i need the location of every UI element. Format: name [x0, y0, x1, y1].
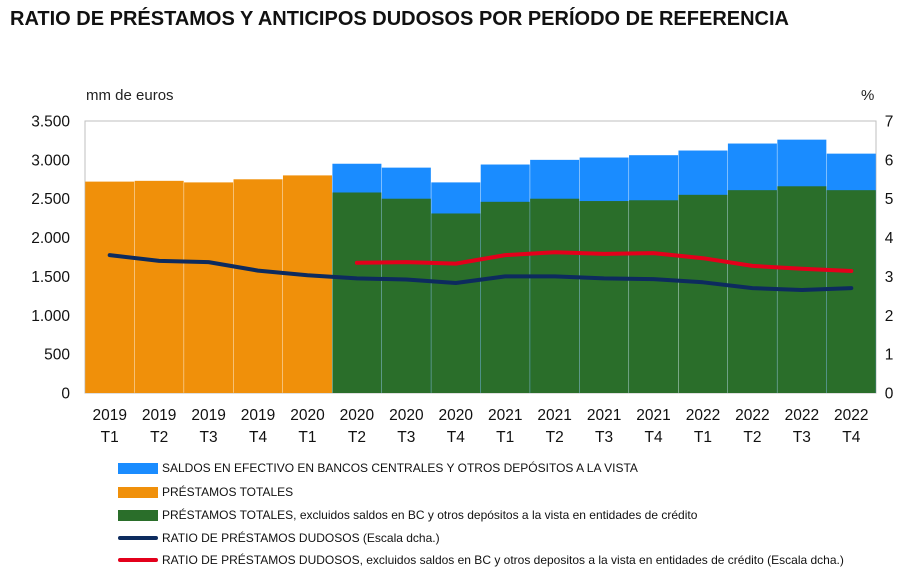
x-tick-quarter-label: T3: [793, 429, 811, 446]
left-y-axis: 0 500 1.000 1.500 2.000 2.500 3.000 3.500: [31, 114, 70, 403]
legend-label-ratio-dudosos: RATIO DE PRÉSTAMOS DUDOSOS (Escala dcha.…: [162, 531, 440, 545]
y-left-tick-label: 2.000: [31, 230, 70, 247]
y-right-tick-label: 1: [885, 347, 894, 364]
x-tick-quarter-label: T4: [249, 429, 267, 446]
x-tick-quarter-label: T2: [348, 429, 366, 446]
x-tick-quarter-label: T1: [694, 429, 712, 446]
bar-prestamos-totales-2020-t1: [282, 175, 332, 393]
right-y-axis: 0 1 2 3 4 5 6 7: [885, 114, 894, 403]
legend-item-prestamos-totales: PRÉSTAMOS TOTALES: [118, 483, 293, 501]
plot-area-frame: [84, 120, 877, 394]
x-tick-quarter-label: T3: [397, 429, 415, 446]
bar-prestamos-excluidos-2021-t1: [480, 201, 530, 393]
x-tick-quarter-label: T2: [743, 429, 761, 446]
x-tick-year-label: 2022: [834, 407, 868, 424]
x-tick-quarter-label: T1: [298, 429, 316, 446]
legend-label-ratio-dudosos-excluidos: RATIO DE PRÉSTAMOS DUDOSOS, excluidos sa…: [162, 553, 844, 567]
y-left-tick-label: 0: [61, 386, 70, 403]
x-tick-year-label: 2019: [142, 407, 176, 424]
x-tick-year-label: 2021: [537, 407, 571, 424]
legend-label-prestamos-totales: PRÉSTAMOS TOTALES: [162, 485, 294, 499]
legend-swatch-efectivo: [118, 462, 158, 474]
bar-prestamos-excluidos-2022-t4: [826, 190, 876, 393]
x-tick-year-label: 2021: [488, 407, 522, 424]
legend-label-efectivo: SALDOS EN EFECTIVO EN BANCOS CENTRALES Y…: [162, 461, 638, 475]
x-tick-quarter-label: T2: [150, 429, 168, 446]
bar-prestamos-excluidos-2020-t3: [381, 198, 431, 393]
y-right-tick-label: 5: [885, 191, 894, 208]
bar-prestamos-excluidos-2021-t3: [579, 201, 629, 393]
y-right-tick-label: 3: [885, 269, 894, 286]
line-ratio-dudosos-excluidos: [354, 250, 854, 273]
y-left-tick-label: 500: [44, 347, 70, 364]
left-axis-unit-label: mm de euros: [86, 87, 174, 104]
x-tick-year-label: 2020: [439, 407, 474, 424]
legend-swatch-ratio-dudosos: [118, 536, 158, 540]
x-tick-year-label: 2022: [686, 407, 720, 424]
x-tick-year-label: 2021: [587, 407, 621, 424]
right-axis-unit-label: %: [861, 87, 875, 104]
legend-item-prestamos-excluidos: PRÉSTAMOS TOTALES, excluidos saldos en B…: [118, 506, 697, 524]
chart-title: RATIO DE PRÉSTAMOS Y ANTICIPOS DUDOSOS P…: [10, 8, 789, 30]
x-tick-year-label: 2020: [290, 407, 325, 424]
x-tick-quarter-label: T2: [546, 429, 564, 446]
legend-swatch-prestamos-totales: [118, 486, 158, 498]
legend-item-ratio-dudosos-excluidos: RATIO DE PRÉSTAMOS DUDOSOS, excluidos sa…: [118, 551, 844, 569]
x-tick-year-label: 2019: [241, 407, 275, 424]
x-tick-year-label: 2020: [340, 407, 375, 424]
bar-prestamos-totales-2019-t3: [184, 182, 234, 393]
x-tick-quarter-label: T4: [842, 429, 860, 446]
x-tick-year-label: 2022: [735, 407, 769, 424]
lines-group: [107, 250, 854, 292]
y-right-tick-label: 2: [885, 308, 894, 325]
y-left-tick-label: 3.000: [31, 152, 70, 169]
bar-prestamos-excluidos-2020-t2: [332, 192, 382, 393]
bar-prestamos-excluidos-2020-t4: [431, 213, 481, 393]
legend-swatch-prestamos-excluidos: [118, 509, 158, 521]
x-tick-quarter-label: T4: [644, 429, 662, 446]
y-left-tick-label: 1.500: [31, 269, 70, 286]
x-tick-quarter-label: T1: [496, 429, 514, 446]
x-tick-quarter-label: T1: [101, 429, 119, 446]
x-tick-year-label: 2020: [389, 407, 424, 424]
x-tick-year-label: 2019: [191, 407, 225, 424]
y-left-tick-label: 3.500: [31, 114, 70, 131]
x-tick-year-label: 2021: [636, 407, 670, 424]
legend-swatch-ratio-dudosos-excluidos: [118, 558, 158, 562]
legend-label-prestamos-excluidos: PRÉSTAMOS TOTALES, excluidos saldos en B…: [162, 508, 698, 522]
bar-prestamos-excluidos-2022-t2: [727, 190, 777, 393]
y-left-tick-label: 1.000: [31, 308, 70, 325]
bar-prestamos-excluidos-2021-t2: [530, 198, 580, 393]
x-tick-quarter-label: T3: [200, 429, 218, 446]
x-tick-quarter-label: T3: [595, 429, 613, 446]
y-right-tick-label: 4: [885, 230, 894, 247]
x-tick-year-label: 2022: [785, 407, 819, 424]
y-right-tick-label: 0: [885, 386, 894, 403]
legend-item-efectivo: SALDOS EN EFECTIVO EN BANCOS CENTRALES Y…: [118, 459, 638, 477]
bar-prestamos-totales-2019-t1: [85, 181, 135, 393]
line-ratio-dudosos: [107, 253, 854, 292]
bar-prestamos-excluidos-2021-t4: [629, 200, 679, 393]
x-tick-quarter-label: T4: [447, 429, 465, 446]
x-tick-year-label: 2019: [92, 407, 126, 424]
y-right-tick-label: 6: [885, 152, 894, 169]
x-axis: 2019 T1 2019 T2 2019 T3 2019 T4 2020 T1 2020 T2 2020…: [92, 407, 868, 446]
bar-prestamos-totales-2019-t2: [134, 180, 184, 393]
legend-item-ratio-dudosos: RATIO DE PRÉSTAMOS DUDOSOS (Escala dcha.…: [118, 529, 440, 547]
bar-prestamos-excluidos-2022-t1: [678, 194, 728, 393]
bar-prestamos-totales-2019-t4: [233, 179, 283, 393]
y-right-tick-label: 7: [885, 114, 894, 131]
y-left-tick-label: 2.500: [31, 191, 70, 208]
